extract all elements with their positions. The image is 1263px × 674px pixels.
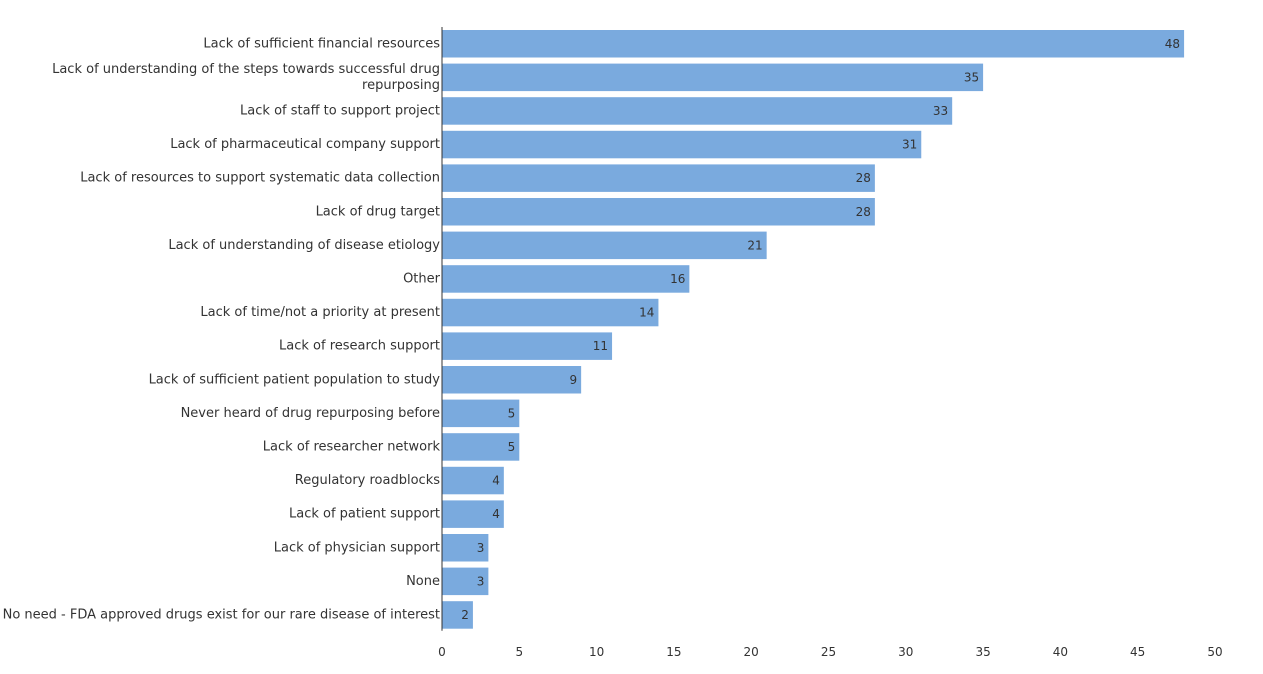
bar (442, 265, 690, 293)
x-tick-label: 35 (975, 645, 990, 659)
bar (442, 298, 659, 327)
bar (442, 164, 875, 192)
bar-value-label: 5 (508, 440, 516, 454)
category-label: No need - FDA approved drugs exist for o… (3, 607, 440, 622)
x-axis-ticks-group: 0 5 10 15 20 25 30 35 40 45 50 (438, 645, 1222, 659)
bar (442, 534, 489, 562)
bar-value-label: 21 (747, 238, 762, 252)
bar-value-label: 33 (933, 104, 948, 118)
bar-value-label: 3 (477, 541, 485, 555)
category-label: Lack of research support (279, 339, 440, 354)
x-tick-label: 30 (898, 645, 913, 659)
x-tick-label: 10 (589, 645, 604, 659)
x-tick-label: 40 (1053, 645, 1068, 659)
bar-value-label: 14 (639, 306, 654, 320)
x-tick-label: 50 (1207, 645, 1222, 659)
bar-value-label: 28 (856, 205, 871, 219)
bar-value-label: 9 (569, 373, 577, 387)
bar-value-label: 48 (1165, 37, 1180, 51)
category-label: Regulatory roadblocks (295, 473, 440, 488)
category-label: Other (403, 271, 441, 286)
category-label: Lack of sufficient financial resources (203, 36, 440, 51)
category-label: Lack of researcher network (263, 439, 441, 454)
category-label: Lack of staff to support project (240, 103, 440, 118)
category-label: Lack of time/not a priority at present (200, 305, 440, 320)
bar (442, 231, 767, 260)
bar (442, 130, 922, 159)
bar (442, 366, 582, 394)
category-label: Never heard of drug repurposing before (181, 406, 440, 421)
category-labels-group: Lack of sufficient financial resources La… (3, 36, 441, 622)
category-label: Lack of pharmaceutical company support (170, 137, 440, 152)
bar (442, 433, 520, 461)
category-label: Lack of patient support (289, 507, 440, 522)
category-label: Lack of understanding of the steps towar… (52, 62, 440, 93)
bar (442, 567, 489, 596)
bar-value-label: 28 (856, 171, 871, 185)
category-label: Lack of understanding of disease etiolog… (168, 238, 440, 253)
bar-value-label: 5 (508, 406, 516, 420)
x-tick-label: 25 (821, 645, 836, 659)
bar-value-label: 16 (670, 272, 685, 286)
bar-value-label: 4 (492, 474, 500, 488)
bar-value-label: 35 (964, 70, 979, 84)
bar (442, 332, 613, 360)
bar-value-label: 4 (492, 507, 500, 521)
category-label: Lack of sufficient patient population to… (149, 372, 441, 387)
x-tick-label: 15 (666, 645, 681, 659)
x-tick-label: 20 (744, 645, 759, 659)
bar (442, 399, 520, 428)
bar (442, 601, 473, 629)
bars-group (442, 30, 1185, 629)
bar-value-label: 11 (593, 339, 608, 353)
bar (442, 198, 875, 226)
bar-value-label: 2 (461, 608, 469, 622)
bar (442, 466, 504, 495)
category-label: Lack of physician support (274, 540, 440, 555)
x-tick-label: 0 (438, 645, 446, 659)
category-label: None (406, 574, 440, 589)
bar-value-label: 3 (477, 574, 485, 588)
bar (442, 97, 953, 125)
x-tick-label: 5 (515, 645, 523, 659)
bar (442, 30, 1185, 58)
bar (442, 500, 504, 528)
bar (442, 63, 984, 92)
category-label: Lack of drug target (316, 204, 440, 219)
bar-value-label: 31 (902, 138, 917, 152)
x-tick-label: 45 (1130, 645, 1145, 659)
category-label: Lack of resources to support systematic … (80, 171, 440, 186)
